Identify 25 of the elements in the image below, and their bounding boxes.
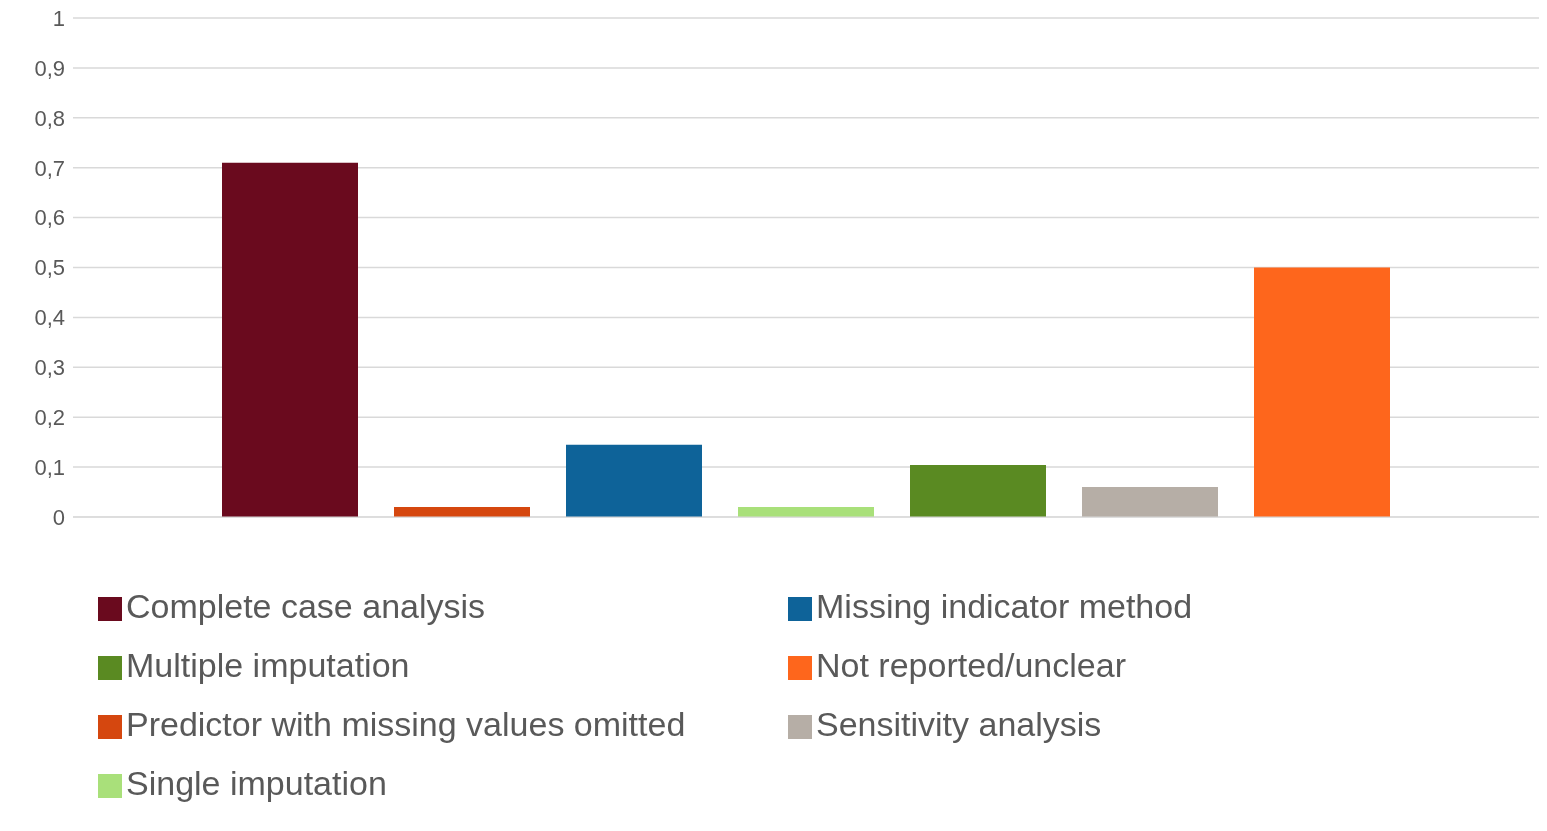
- y-tick-label: 0,1: [34, 454, 65, 480]
- y-tick-label: 0,6: [34, 205, 65, 231]
- bar: [738, 507, 874, 517]
- y-tick-label: 0,4: [34, 305, 65, 331]
- legend-label: Sensitivity analysis: [816, 705, 1102, 743]
- bar: [910, 465, 1046, 517]
- legend-label: Complete case analysis: [126, 587, 486, 625]
- bar: [222, 162, 358, 517]
- legend-label: Predictor with missing values omitted: [126, 705, 686, 743]
- y-tick-label: 0,5: [34, 255, 65, 281]
- y-tick-label: 0,8: [34, 105, 65, 131]
- legend-label: Single imputation: [126, 764, 387, 802]
- y-tick-label: 0,9: [34, 55, 65, 81]
- y-tick-label: 1: [52, 5, 65, 31]
- bar: [1254, 267, 1390, 517]
- y-tick-label: 0,7: [34, 155, 65, 181]
- legend-label: Not reported/unclear: [816, 646, 1126, 684]
- legend-label: Multiple imputation: [126, 646, 410, 684]
- y-tick-label: 0: [52, 504, 65, 530]
- y-tick-label: 0,3: [34, 355, 65, 381]
- bar: [566, 444, 702, 517]
- legend-label: Missing indicator method: [816, 587, 1193, 625]
- bar: [1082, 487, 1218, 517]
- bar: [394, 507, 530, 517]
- y-tick-label: 0,2: [34, 405, 65, 431]
